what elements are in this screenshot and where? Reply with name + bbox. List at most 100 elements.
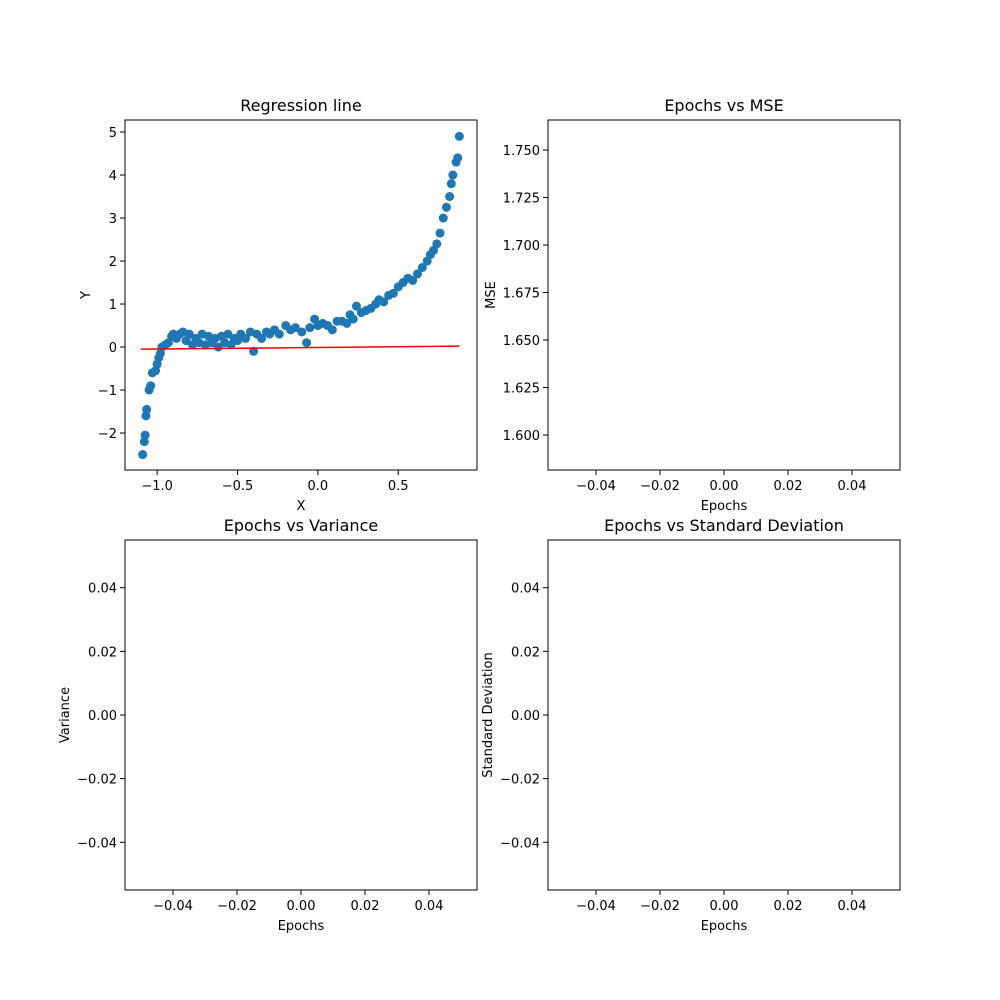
- x-tick-label: 0.02: [774, 899, 803, 914]
- scatter-point: [351, 301, 361, 311]
- y-tick-label: 1.700: [503, 239, 540, 254]
- x-tick-label: −0.02: [640, 479, 680, 494]
- x-tick-label: 0.04: [838, 479, 867, 494]
- scatter-point: [441, 202, 451, 212]
- scatter-point: [388, 288, 398, 298]
- scatter-point: [305, 323, 315, 333]
- scatter-point: [453, 153, 463, 163]
- x-tick-label: 0.00: [710, 479, 739, 494]
- scatter-point: [327, 325, 337, 335]
- plot-area: [125, 120, 477, 470]
- y-tick-label: 0: [109, 341, 117, 356]
- y-tick-label: 1.600: [503, 429, 540, 444]
- scatter-point: [432, 239, 442, 249]
- subplot: −0.04 −0.02 0.00 0.02 0.04 1.600 1.625 1.650 1.6…: [484, 96, 901, 514]
- y-tick-label: 1: [109, 298, 117, 313]
- scatter-point: [348, 314, 358, 324]
- y-tick-label: −0.04: [77, 836, 117, 851]
- x-tick-label: 0.00: [287, 899, 316, 914]
- y-tick-label: 0.00: [511, 709, 540, 724]
- scatter-point: [413, 269, 423, 279]
- x-tick-label: −0.5: [222, 479, 254, 494]
- x-tick-label: −0.04: [153, 899, 193, 914]
- y-tick-label: −1: [98, 384, 117, 399]
- scatter-point: [140, 430, 150, 440]
- line: [141, 345, 460, 350]
- scatter-point: [138, 450, 148, 460]
- scatter-point: [417, 262, 427, 272]
- plot-area: [125, 540, 477, 890]
- x-tick-label: −0.02: [217, 899, 257, 914]
- y-tick-label: −0.02: [77, 773, 117, 788]
- scatter-point: [297, 327, 307, 337]
- y-axis-label: Y: [79, 291, 94, 300]
- scatter-point: [435, 228, 445, 238]
- y-tick-label: 1.675: [503, 287, 540, 302]
- scatter-point: [408, 275, 418, 285]
- x-axis-label: X: [297, 499, 306, 514]
- scatter-point: [445, 192, 455, 202]
- x-tick-label: 0.0: [308, 479, 329, 494]
- x-tick-label: −0.04: [576, 899, 616, 914]
- subplot-title: Epochs vs MSE: [664, 96, 783, 115]
- y-tick-label: −2: [98, 427, 117, 442]
- scatter-point: [302, 338, 312, 348]
- scatter-point: [241, 333, 251, 343]
- y-tick-label: 0.04: [88, 582, 117, 597]
- x-tick-label: −0.02: [640, 899, 680, 914]
- axes-frame: [124, 119, 478, 471]
- y-tick-label: 1.750: [503, 144, 540, 159]
- scatter-point: [438, 213, 448, 223]
- subplot: −1.0 −0.5 0.0 0.5 −2 −1 0 1 2 3 4 5 Regression line X…: [79, 96, 478, 514]
- y-tick-label: 5: [109, 126, 117, 141]
- y-tick-label: 3: [109, 212, 117, 227]
- scatter-point: [184, 329, 194, 339]
- plot-area: [548, 120, 900, 470]
- x-tick-label: 0.02: [351, 899, 380, 914]
- scatter-point: [249, 346, 259, 356]
- y-tick-label: 4: [109, 169, 117, 184]
- scatter-point: [448, 170, 458, 180]
- x-axis-label: Epochs: [278, 919, 325, 934]
- y-tick-label: 1.650: [503, 334, 540, 349]
- scatter-point: [342, 318, 352, 328]
- y-tick-label: 0.02: [88, 645, 117, 660]
- scatter-point: [213, 342, 223, 352]
- scatter-point: [257, 333, 267, 343]
- x-axis-label: Epochs: [701, 919, 748, 934]
- scatter-point: [290, 323, 300, 333]
- y-tick-label: 0.02: [511, 645, 540, 660]
- y-tick-label: −0.02: [500, 773, 540, 788]
- y-tick-label: 0.04: [511, 582, 540, 597]
- x-tick-label: 0.04: [415, 899, 444, 914]
- x-tick-label: −0.04: [576, 479, 616, 494]
- scatter-point: [146, 381, 156, 391]
- y-tick-label: 1.725: [503, 192, 540, 207]
- subplot: −0.04 −0.02 0.00 0.02 0.04 −0.04 −0.02 0.00 0.02…: [58, 516, 478, 934]
- scatter-point: [446, 179, 456, 189]
- x-axis-label: Epochs: [701, 499, 748, 514]
- x-tick-label: 0.5: [388, 479, 409, 494]
- x-tick-label: 0.02: [774, 479, 803, 494]
- plot-area: [548, 540, 900, 890]
- y-tick-label: 1.625: [503, 382, 540, 397]
- scatter-point: [379, 297, 389, 307]
- y-tick-label: 0.00: [88, 709, 117, 724]
- y-axis-label: Variance: [58, 687, 73, 743]
- y-axis-label: Standard Deviation: [481, 652, 496, 777]
- y-tick-label: 2: [109, 255, 117, 270]
- subplot: −0.04 −0.02 0.00 0.02 0.04 −0.04 −0.02 0.00 0.02…: [481, 516, 901, 934]
- x-tick-label: 0.04: [838, 899, 867, 914]
- scatter-point: [142, 404, 152, 414]
- subplot-title: Epochs vs Variance: [224, 516, 378, 535]
- scatter-point: [223, 329, 233, 339]
- y-axis-label: MSE: [484, 281, 499, 309]
- y-tick-label: −0.04: [500, 836, 540, 851]
- scatter-point: [454, 131, 464, 141]
- x-tick-label: −1.0: [141, 479, 173, 494]
- scatter-point: [274, 329, 284, 339]
- subplot-title: Epochs vs Standard Deviation: [604, 516, 844, 535]
- subplot-title: Regression line: [240, 96, 361, 115]
